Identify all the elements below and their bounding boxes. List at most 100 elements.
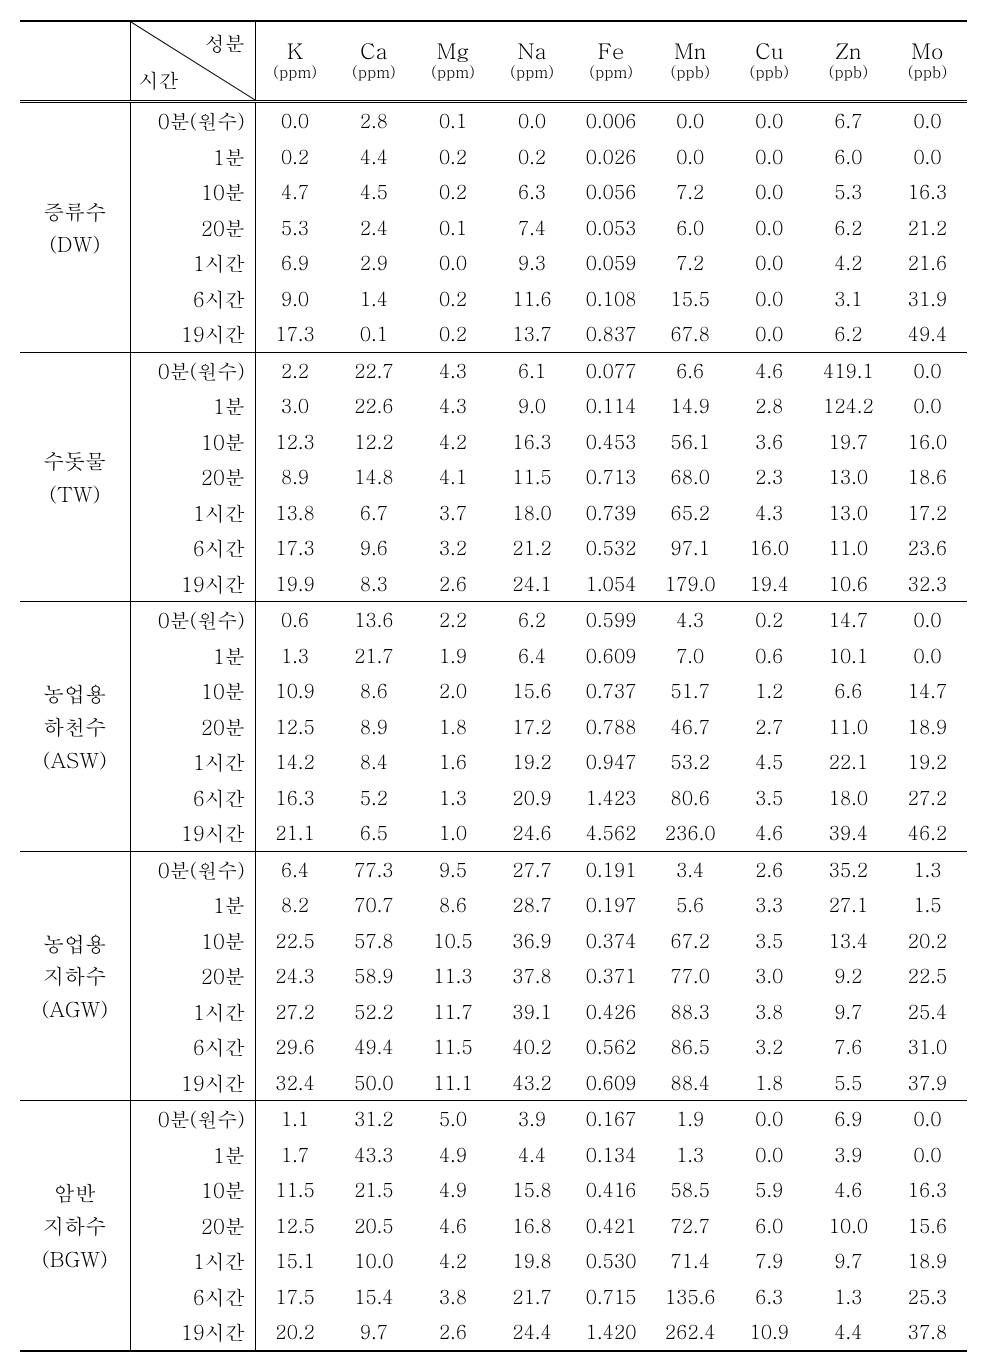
table-row: 19시간20.29.72.624.41.420262.410.94.437.8 (20, 1314, 967, 1351)
time-label: 6시간 (130, 281, 255, 317)
data-cell: 0.6 (730, 638, 809, 674)
data-cell: 3.9 (809, 1137, 888, 1173)
data-cell: 12.5 (255, 709, 334, 745)
data-cell: 0.609 (572, 1065, 651, 1101)
data-cell: 19.9 (255, 566, 334, 602)
data-cell: 16.3 (888, 1172, 967, 1208)
data-cell: 49.4 (888, 316, 967, 352)
data-cell: 4.2 (809, 245, 888, 281)
time-label: 10분 (130, 174, 255, 210)
data-cell: 5.6 (651, 887, 730, 923)
data-cell: 21.2 (888, 210, 967, 246)
data-cell: 6.0 (651, 210, 730, 246)
data-cell: 18.0 (492, 495, 571, 531)
table-row: 10분11.521.54.915.80.41658.55.94.616.3 (20, 1172, 967, 1208)
table-row: 10분4.74.50.26.30.0567.20.05.316.3 (20, 174, 967, 210)
time-label: 20분 (130, 958, 255, 994)
data-cell: 0.167 (572, 1101, 651, 1137)
header-blank (20, 21, 130, 102)
group-label: 증류수(DW) (20, 102, 130, 353)
data-cell: 419.1 (809, 352, 888, 388)
time-label: 20분 (130, 709, 255, 745)
data-cell: 10.9 (730, 1314, 809, 1351)
table-row: 농업용하천수(ASW)0분(원수)0.613.62.26.20.5994.30.… (20, 602, 967, 638)
data-cell: 58.9 (334, 958, 413, 994)
time-label: 10분 (130, 1172, 255, 1208)
table-row: 수돗물(TW)0분(원수)2.222.74.36.10.0776.64.6419… (20, 352, 967, 388)
data-cell: 14.2 (255, 744, 334, 780)
data-cell: 20.2 (255, 1314, 334, 1351)
data-cell: 77.0 (651, 958, 730, 994)
data-cell: 10.0 (334, 1243, 413, 1279)
time-label: 1시간 (130, 744, 255, 780)
data-cell: 8.9 (334, 709, 413, 745)
data-cell: 1.6 (413, 744, 492, 780)
data-cell: 65.2 (651, 495, 730, 531)
table-row: 19시간21.16.51.024.64.562236.04.639.446.2 (20, 815, 967, 851)
data-cell: 0.2 (255, 139, 334, 175)
data-cell: 0.0 (730, 281, 809, 317)
data-cell: 58.5 (651, 1172, 730, 1208)
data-cell: 17.3 (255, 530, 334, 566)
data-cell: 2.0 (413, 673, 492, 709)
col-head: Fe(ppm) (572, 21, 651, 102)
data-cell: 3.1 (809, 281, 888, 317)
col-unit: (ppm) (334, 63, 413, 81)
data-cell: 28.7 (492, 887, 571, 923)
data-cell: 1.0 (413, 815, 492, 851)
time-label: 1분 (130, 887, 255, 923)
data-cell: 1.2 (730, 673, 809, 709)
data-cell: 2.7 (730, 709, 809, 745)
data-cell: 5.5 (809, 1065, 888, 1101)
data-cell: 37.8 (888, 1314, 967, 1351)
data-cell: 12.5 (255, 1208, 334, 1244)
data-cell: 24.4 (492, 1314, 571, 1351)
data-cell: 0.2 (492, 139, 571, 175)
data-cell: 17.2 (888, 495, 967, 531)
data-cell: 7.2 (651, 245, 730, 281)
data-cell: 0.077 (572, 352, 651, 388)
col-head: Mn(ppb) (651, 21, 730, 102)
data-cell: 3.9 (492, 1101, 571, 1137)
data-cell: 20.5 (334, 1208, 413, 1244)
data-cell: 51.7 (651, 673, 730, 709)
data-cell: 8.9 (255, 459, 334, 495)
data-cell: 0.1 (413, 102, 492, 139)
data-cell: 0.0 (888, 1101, 967, 1137)
data-cell: 15.6 (888, 1208, 967, 1244)
data-table: 성분 시간 K(ppm) Ca(ppm) Mg(ppm) Na(ppm) Fe(… (20, 20, 967, 1352)
time-label: 19시간 (130, 1314, 255, 1351)
data-cell: 1.5 (888, 887, 967, 923)
data-cell: 14.7 (888, 673, 967, 709)
data-cell: 0.6 (255, 602, 334, 638)
data-cell: 35.2 (809, 851, 888, 887)
data-cell: 4.9 (413, 1172, 492, 1208)
data-cell: 4.6 (413, 1208, 492, 1244)
table-row: 1시간13.86.73.718.00.73965.24.313.017.2 (20, 495, 967, 531)
time-label: 19시간 (130, 566, 255, 602)
data-cell: 6.7 (334, 495, 413, 531)
table-row: 암반지하수(BGW)0분(원수)1.131.25.03.90.1671.90.0… (20, 1101, 967, 1137)
data-cell: 4.5 (730, 744, 809, 780)
data-cell: 37.9 (888, 1065, 967, 1101)
data-cell: 97.1 (651, 530, 730, 566)
data-cell: 19.2 (888, 744, 967, 780)
time-label: 20분 (130, 459, 255, 495)
data-cell: 0.421 (572, 1208, 651, 1244)
col-head: Mo(ppb) (888, 21, 967, 102)
data-cell: 50.0 (334, 1065, 413, 1101)
data-cell: 0.416 (572, 1172, 651, 1208)
time-label: 10분 (130, 424, 255, 460)
data-cell: 0.0 (730, 139, 809, 175)
data-cell: 6.0 (730, 1208, 809, 1244)
data-cell: 27.1 (809, 887, 888, 923)
data-cell: 0.114 (572, 388, 651, 424)
data-cell: 17.2 (492, 709, 571, 745)
data-cell: 9.5 (413, 851, 492, 887)
data-cell: 8.2 (255, 887, 334, 923)
table-row: 6시간17.39.63.221.20.53297.116.011.023.6 (20, 530, 967, 566)
data-cell: 0.0 (651, 102, 730, 139)
data-cell: 9.0 (492, 388, 571, 424)
data-cell: 5.3 (255, 210, 334, 246)
data-cell: 5.9 (730, 1172, 809, 1208)
